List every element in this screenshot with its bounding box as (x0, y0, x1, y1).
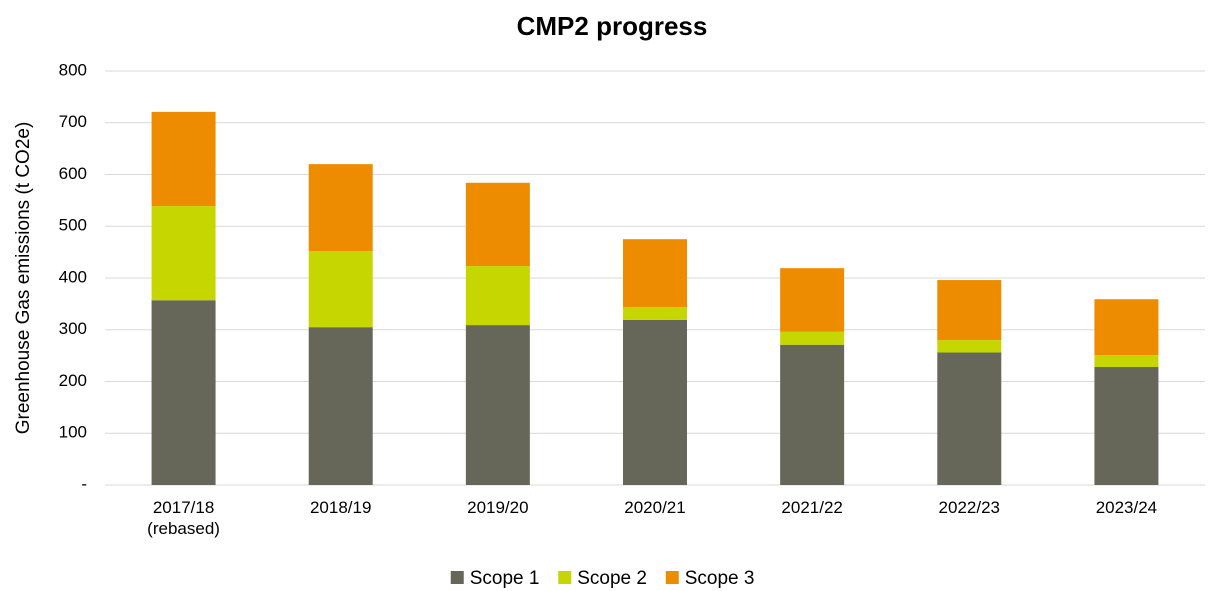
bar-segment (465, 266, 530, 326)
bar-segment (151, 111, 216, 207)
bar-segment (1094, 299, 1159, 356)
x-tick-label: 2017/18 (rebased) (147, 498, 220, 538)
x-tick-label: 2018/19 (309, 498, 372, 517)
x-tick-label: 2023/24 (1095, 498, 1158, 517)
bar-segment (623, 319, 687, 485)
x-tick-label: 2021/22 (781, 498, 843, 517)
y-tick-label: 200 (59, 371, 87, 390)
legend-label: Scope 3 (685, 568, 755, 589)
y-tick-label: 400 (59, 267, 87, 286)
legend-label: Scope 2 (577, 568, 647, 589)
bar-segment (623, 306, 687, 320)
bar-segment (780, 331, 845, 345)
bar-segment (780, 268, 845, 332)
bar-segment (1094, 355, 1159, 368)
bar-segment (1094, 367, 1159, 485)
x-tick-label: 2020/21 (624, 498, 686, 517)
bar-segment (308, 251, 373, 328)
legend-swatch (450, 571, 464, 584)
legend-swatch (665, 571, 679, 584)
bar-segment (937, 280, 1002, 341)
bar-segment (151, 300, 216, 485)
bar-segment (308, 164, 373, 252)
x-tick-label: 2019/20 (467, 498, 529, 517)
bar-segment (937, 340, 1002, 353)
chart-title: CMP2 progress (517, 11, 708, 41)
y-tick-label: 300 (59, 319, 87, 338)
y-tick-label: 100 (59, 423, 87, 442)
bar-segment (308, 327, 373, 485)
bar-segment (465, 182, 530, 267)
bar-segment (780, 344, 845, 485)
bar-segment (623, 239, 687, 307)
bar-segment (465, 325, 530, 485)
legend-label: Scope 1 (470, 568, 540, 589)
y-tick-label: - (81, 474, 87, 493)
bar-segment (151, 206, 216, 301)
x-tick-label: 2022/23 (938, 498, 1000, 517)
y-tick-label: 700 (59, 112, 87, 131)
y-tick-label: 500 (59, 216, 87, 235)
y-tick-label: 800 (59, 60, 87, 79)
bar-segment (937, 352, 1002, 485)
y-tick-label: 600 (59, 164, 87, 183)
legend-swatch (558, 571, 572, 584)
y-axis-label: Greenhouse Gas emissions (t CO2e) (13, 122, 34, 435)
